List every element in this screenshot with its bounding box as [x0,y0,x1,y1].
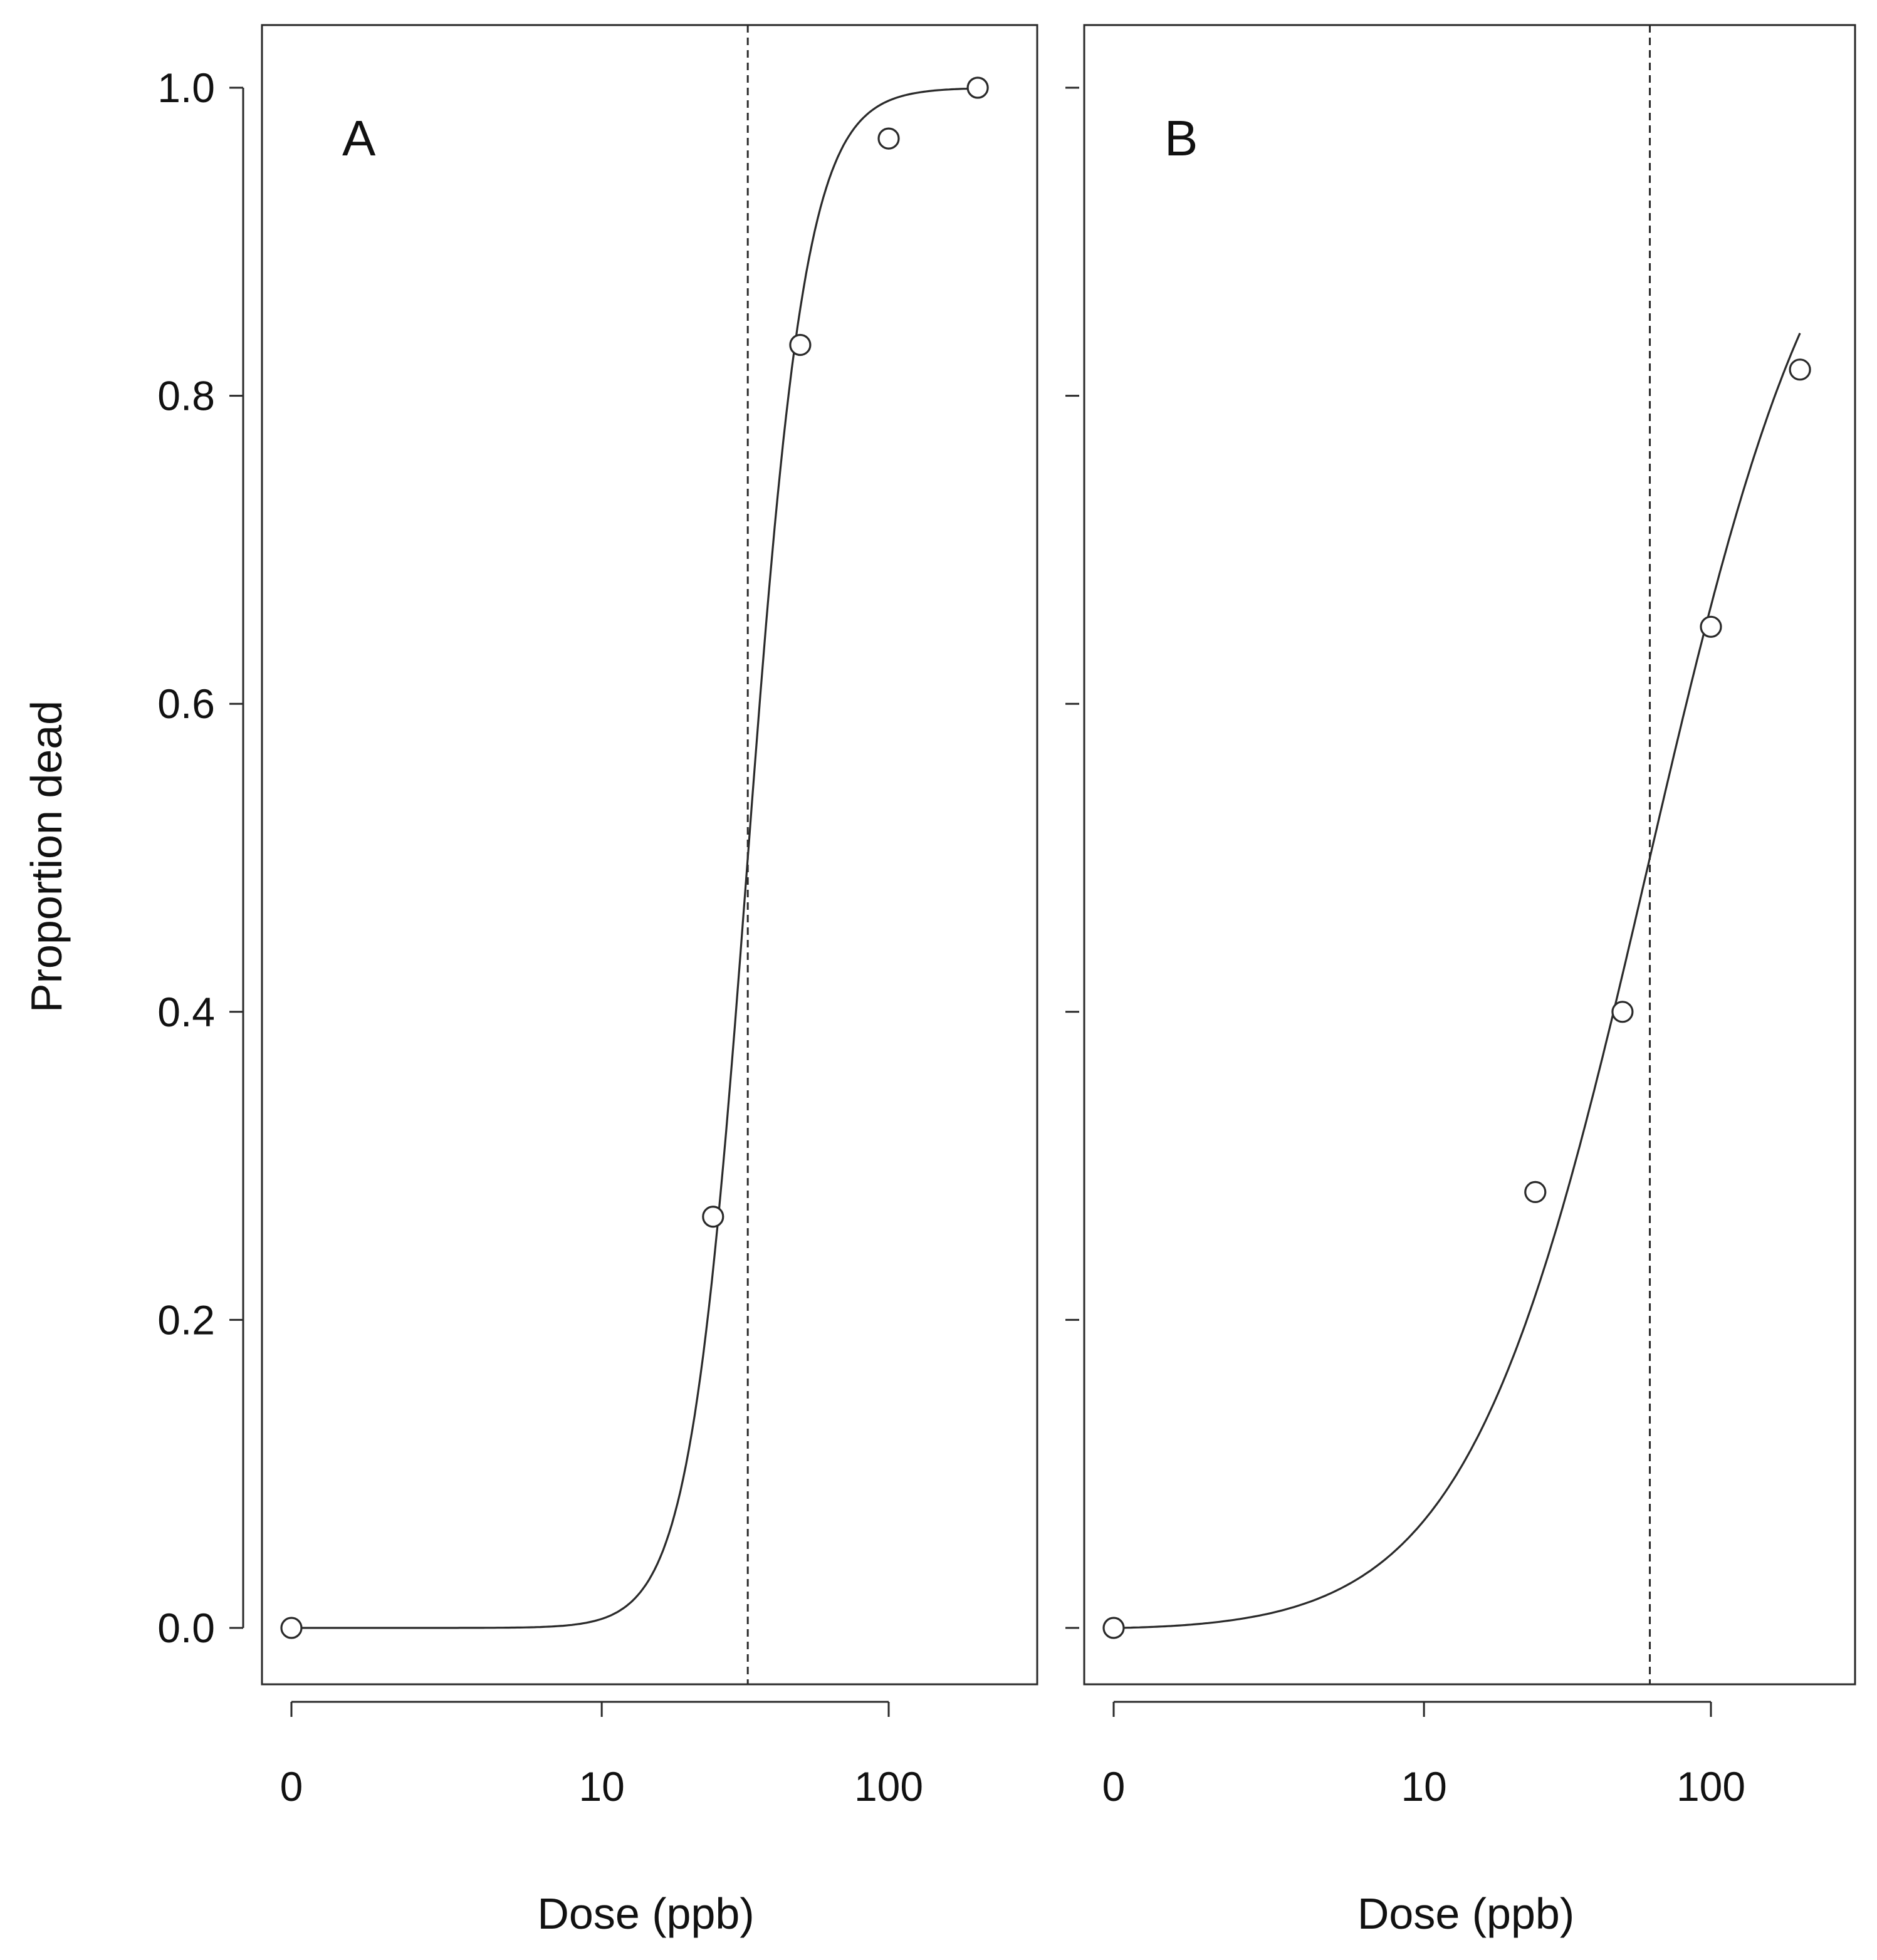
x-tick-label: 100 [854,1763,923,1810]
fitted-curve [1114,333,1801,1629]
y-tick-label: 0.4 [157,989,215,1035]
plot-frame [1083,24,1856,1686]
x-tick-label: 10 [1401,1763,1446,1810]
data-point [280,1617,303,1639]
data-point [702,1206,724,1228]
panel-label: A [342,110,376,166]
panel-label: B [1164,110,1198,166]
x-tick-label: 100 [1676,1763,1745,1810]
data-point [966,76,989,99]
x-tick-label: 0 [280,1763,303,1810]
y-tick-label: 0.8 [157,373,215,419]
y-tick-label: 0.2 [157,1296,215,1343]
chart-panel-b: 0 10 100 Dose (ppb) B [1065,24,1856,1938]
x-tick-label: 0 [1102,1763,1126,1810]
x-axis-title: Dose (ppb) [537,1889,754,1938]
x-axis-title: Dose (ppb) [1357,1889,1574,1938]
data-point [1611,1001,1634,1023]
data-point [1524,1181,1547,1203]
chart-panel-a: 0 10 100 0.0 0.2 0.4 0.6 0.8 1.0 Dose (ppb) Propor… [22,24,1038,1938]
data-point [1102,1617,1125,1639]
y-tick-label: 0.6 [157,680,215,727]
y-tick-label: 1.0 [157,65,215,111]
data-point [789,333,812,357]
data-point [1700,615,1722,638]
data-point [877,127,900,150]
y-tick-label: 0.0 [157,1605,215,1651]
data-point [1789,358,1811,381]
x-tick-label: 10 [578,1763,624,1810]
y-axis-title: Proportion dead [22,701,71,1013]
fitted-curve [291,87,978,1629]
plot-frame [261,24,1038,1686]
